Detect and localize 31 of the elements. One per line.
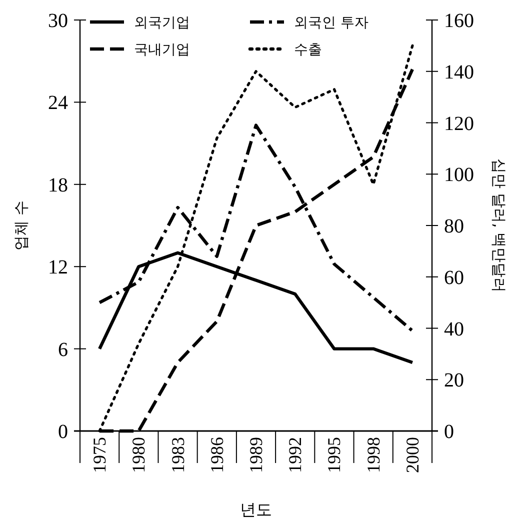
y-axis-title: 업체 수 xyxy=(12,200,30,250)
legend-label: 외국기업 xyxy=(134,15,190,31)
y-tick-label: 24 xyxy=(48,92,68,114)
y2-tick-label: 60 xyxy=(444,266,464,289)
y-tick-label: 0 xyxy=(58,421,68,443)
x-axis-title: 년도 xyxy=(240,500,272,519)
x-tick-label: 1989 xyxy=(246,437,266,473)
y-tick-label: 12 xyxy=(48,256,68,279)
x-tick-label: 1986 xyxy=(206,437,227,473)
y2-tick-label: 40 xyxy=(444,318,464,340)
legend-label: 국내기업 xyxy=(134,42,190,58)
y-tick-label: 30 xyxy=(48,10,68,32)
x-tick-label: 1998 xyxy=(363,437,384,473)
x-tick-label: 1980 xyxy=(128,437,149,473)
y2-tick-label: 140 xyxy=(444,61,474,84)
y-tick-label: 6 xyxy=(58,338,68,361)
legend-label: 외국인 투자 xyxy=(294,15,368,31)
x-tick-label: 1983 xyxy=(168,437,188,473)
y2-tick-label: 80 xyxy=(444,216,464,238)
y2-tick-label: 120 xyxy=(444,112,474,135)
legend-label: 수출 xyxy=(294,42,322,58)
y2-tick-label: 100 xyxy=(444,164,474,186)
y2-axis-title: 십만 달러, 백만달러 xyxy=(490,158,508,293)
y2-tick-label: 160 xyxy=(444,10,474,32)
y-tick-label: 18 xyxy=(48,174,68,196)
y2-tick-label: 20 xyxy=(444,370,464,392)
x-tick-label: 2000 xyxy=(402,437,422,473)
x-tick-label: 1995 xyxy=(324,437,344,473)
y2-tick-label: 0 xyxy=(444,421,454,443)
x-tick-label: 1975 xyxy=(90,437,110,473)
x-tick-label: 1992 xyxy=(285,437,306,473)
